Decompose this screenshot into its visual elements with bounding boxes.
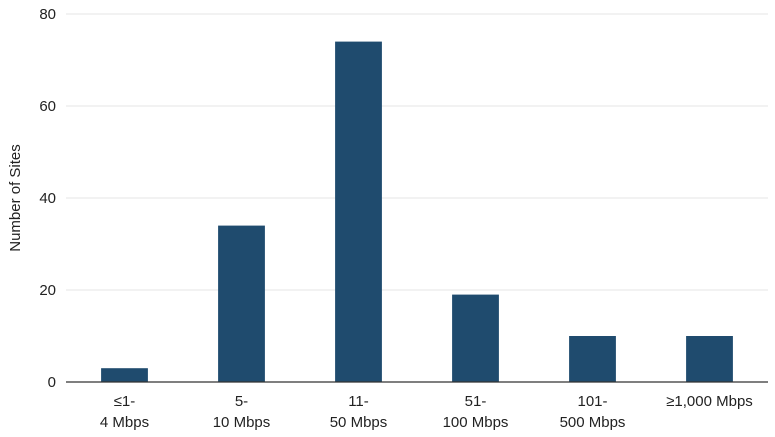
- x-tick-label-line: 4 Mbps: [100, 414, 149, 431]
- y-axis-ticks: 0 20 40 60 80: [39, 6, 56, 391]
- x-tick-label-line: ≤1-: [114, 393, 136, 410]
- x-tick-label-line: 10 Mbps: [213, 414, 271, 431]
- bar: [335, 41, 382, 382]
- y-tick-label: 80: [39, 6, 56, 23]
- x-axis-ticks: ≤1- 4 Mbps 5- 10 Mbps 11- 50 Mbps 51- 100 Mbps 1…: [100, 393, 753, 431]
- x-tick-label-line: 50 Mbps: [330, 414, 388, 431]
- bar: [452, 294, 499, 382]
- x-tick-label: 51- 100 Mbps: [443, 393, 509, 431]
- x-tick-label-line: 5-: [235, 393, 248, 410]
- x-tick-label-line: 51-: [465, 393, 487, 410]
- x-tick-label-line: 100 Mbps: [443, 414, 509, 431]
- y-tick-label: 0: [48, 374, 56, 391]
- x-tick-label: ≥1,000 Mbps: [666, 393, 753, 410]
- x-tick-label: ≤1- 4 Mbps: [100, 393, 149, 431]
- bar: [569, 336, 616, 382]
- y-tick-label: 40: [39, 190, 56, 207]
- y-tick-label: 20: [39, 282, 56, 299]
- x-tick-label-line: 500 Mbps: [560, 414, 626, 431]
- bar: [101, 368, 148, 382]
- gridlines: [66, 13, 768, 291]
- x-tick-label-line: ≥1,000 Mbps: [666, 393, 753, 410]
- bar: [218, 225, 265, 382]
- y-axis-title: Number of Sites: [7, 144, 24, 252]
- x-tick-label: 101- 500 Mbps: [560, 393, 626, 431]
- y-tick-label: 60: [39, 98, 56, 115]
- x-tick-label: 5- 10 Mbps: [213, 393, 271, 431]
- bars: [101, 41, 733, 382]
- x-tick-label: 11- 50 Mbps: [330, 393, 388, 431]
- x-tick-label-line: 101-: [577, 393, 607, 410]
- bar: [686, 336, 733, 382]
- x-tick-label-line: 11-: [348, 393, 369, 410]
